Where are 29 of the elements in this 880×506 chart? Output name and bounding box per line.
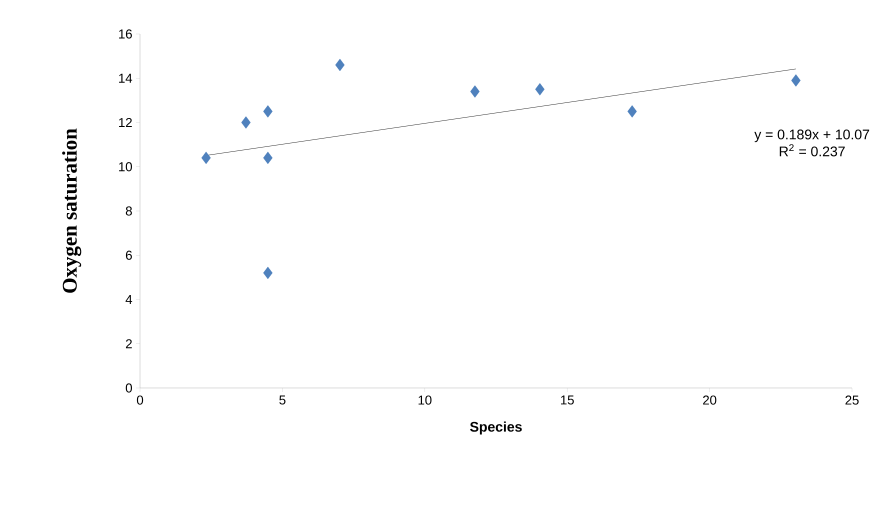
x-tick-label: 20 bbox=[703, 396, 716, 405]
x-tick-label: 5 bbox=[279, 396, 286, 405]
y-axis-title: Oxygen saturation bbox=[62, 128, 82, 293]
point bbox=[535, 83, 545, 96]
x-tick-label: 0 bbox=[136, 396, 144, 405]
point bbox=[335, 58, 345, 72]
y-tick-label: 0 bbox=[126, 383, 132, 393]
point bbox=[263, 266, 273, 280]
y-tick-label: 16 bbox=[119, 29, 132, 39]
x-tick-label: 15 bbox=[560, 396, 574, 405]
y-tick-label: 6 bbox=[126, 250, 132, 260]
y-tick-label: 2 bbox=[126, 339, 132, 348]
point bbox=[241, 116, 251, 129]
y-tick-label: 12 bbox=[119, 118, 132, 128]
point bbox=[263, 152, 273, 164]
annotation: y = 0.189x + 10.07 bbox=[754, 130, 870, 142]
y-tick-label: 8 bbox=[126, 206, 132, 216]
x-tick-label: 10 bbox=[418, 396, 432, 405]
point bbox=[627, 105, 637, 118]
x-tick-label: 25 bbox=[845, 396, 859, 405]
point bbox=[263, 105, 273, 118]
annotation: R$^{2}$ = 0.237 bbox=[780, 144, 845, 156]
y-tick-label: 10 bbox=[119, 162, 132, 172]
y-tick-label: 4 bbox=[126, 295, 132, 304]
point bbox=[791, 74, 801, 87]
x-axis-title: Species bbox=[470, 422, 522, 435]
y-tick-label: 14 bbox=[119, 74, 132, 83]
point bbox=[201, 152, 211, 164]
point bbox=[470, 85, 480, 98]
